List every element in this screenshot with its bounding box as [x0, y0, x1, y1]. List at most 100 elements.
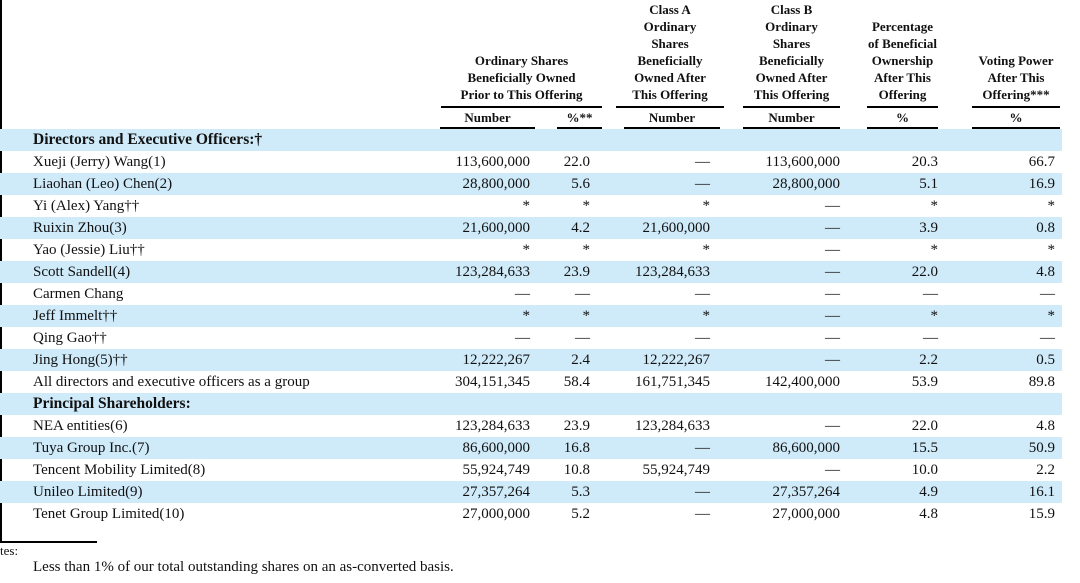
table-row: Yao (Jessie) Liu†† * * * — * *	[0, 239, 1062, 261]
table-row: Tuya Group Inc.(7) 86,600,000 16.8 — 86,600,…	[0, 437, 1062, 459]
subheader-pct-prior: %**	[557, 108, 602, 129]
cell-value: 5.1	[919, 176, 938, 192]
cell-value	[724, 129, 846, 151]
cell-value: 113,600,000	[765, 154, 840, 170]
cell-value	[540, 129, 602, 151]
cell-value: 21,600,000	[462, 220, 531, 236]
cell-value: —	[575, 286, 590, 302]
cell-value: 28,800,000	[772, 176, 841, 192]
cell-value: 23.9	[563, 264, 590, 280]
header-group-row: Ordinary Shares Beneficially Owned Prior…	[0, 0, 1062, 108]
cell-value: 16.1	[1028, 484, 1055, 500]
table-row: Carmen Chang — — — — — —	[0, 283, 1062, 305]
cell-value: 22.0	[911, 418, 938, 434]
table-row: Xueji (Jerry) Wang(1) 113,600,000 22.0 — 113…	[0, 151, 1062, 173]
name-column-header	[0, 0, 430, 108]
cell-value: 123,284,633	[455, 418, 530, 434]
cell-value: 20.3	[911, 154, 938, 170]
cell-value: 27,000,000	[772, 506, 841, 522]
cell-value: —	[695, 330, 710, 346]
cell-value: —	[825, 198, 840, 214]
cell-value: —	[695, 506, 710, 522]
cell-value: 5.2	[571, 506, 590, 522]
cell-value: 4.8	[919, 506, 938, 522]
cell-value: *	[582, 198, 591, 214]
subheader-number-class-b: Number	[743, 108, 840, 129]
page-left-border	[0, 0, 2, 543]
cell-value	[948, 393, 1062, 415]
cell-value: 3.9	[919, 220, 938, 236]
table-row: Tenet Group Limited(10) 27,000,000 5.2 — 27,…	[0, 503, 1062, 525]
cell-value: 15.9	[1028, 506, 1055, 522]
table-row: NEA entities(6) 123,284,633 23.9 123,284,63…	[0, 415, 1062, 437]
table-row: Liaohan (Leo) Chen(2) 28,800,000 5.6 — 28,80…	[0, 173, 1062, 195]
table-row: Unileo Limited(9) 27,357,264 5.3 — 27,357,26…	[0, 481, 1062, 503]
cell-value: —	[825, 242, 840, 258]
cell-value: 161,751,345	[635, 374, 710, 390]
cell-value: 142,400,000	[765, 374, 840, 390]
row-label: Tuya Group Inc.(7)	[33, 440, 150, 456]
table-row: Tencent Mobility Limited(8) 55,924,749 10.…	[0, 459, 1062, 481]
cell-value: 4.8	[1036, 418, 1055, 434]
cell-value: *	[1047, 198, 1056, 214]
row-label: Jing Hong(5)††	[33, 352, 128, 368]
cell-value: *	[930, 198, 939, 214]
cell-value: 2.2	[919, 352, 938, 368]
cell-value: 28,800,000	[462, 176, 531, 192]
col-title-class-b: Class B Ordinary Shares Beneficially Own…	[743, 1, 840, 108]
row-label: Jeff Immelt††	[33, 308, 118, 324]
cell-value: —	[1040, 330, 1055, 346]
cell-value	[948, 129, 1062, 151]
cell-value: 0.8	[1036, 220, 1055, 236]
row-label: NEA entities(6)	[33, 418, 128, 434]
cell-value: 2.4	[571, 352, 590, 368]
col-group-voting-power: Voting Power After This Offering***	[948, 0, 1062, 108]
cell-value: 4.2	[571, 220, 590, 236]
cell-value: —	[695, 286, 710, 302]
cell-value: 55,924,749	[462, 462, 531, 478]
row-label: Liaohan (Leo) Chen(2)	[33, 176, 173, 192]
col-group-pct-ownership: Percentage of Beneficial Ownership After…	[846, 0, 948, 108]
cell-value: 22.0	[563, 154, 590, 170]
row-label: Ruixin Zhou(3)	[33, 220, 127, 236]
notes-label-partial: tes:	[0, 543, 19, 558]
cell-value: *	[702, 198, 711, 214]
cell-value: 27,357,264	[462, 484, 531, 500]
row-label: Directors and Executive Officers:†	[33, 131, 263, 148]
cell-value: —	[825, 220, 840, 236]
col-group-class-a: Class A Ordinary Shares Beneficially Own…	[602, 0, 724, 108]
cell-value	[602, 393, 724, 415]
col-title-voting-power: Voting Power After This Offering***	[972, 52, 1060, 108]
cell-value: —	[825, 462, 840, 478]
cell-value: —	[825, 308, 840, 324]
col-title-class-a: Class A Ordinary Shares Beneficially Own…	[616, 1, 724, 108]
cell-value: 58.4	[563, 374, 590, 390]
cell-value: *	[1047, 242, 1056, 258]
cell-value: 10.8	[563, 462, 590, 478]
cell-value: 5.3	[571, 484, 590, 500]
cell-value: —	[515, 330, 530, 346]
row-label: Carmen Chang	[33, 286, 124, 302]
cell-value: 2.2	[1036, 462, 1055, 478]
table-row: Yi (Alex) Yang†† * * * — * *	[0, 195, 1062, 217]
cell-value: 113,600,000	[455, 154, 530, 170]
row-label: All directors and executive officers as …	[33, 374, 310, 390]
cell-value	[540, 393, 602, 415]
row-label: Qing Gao††	[33, 330, 107, 346]
cell-value: —	[825, 330, 840, 346]
table-header: Ordinary Shares Beneficially Owned Prior…	[0, 0, 1062, 129]
cell-value: 10.0	[911, 462, 938, 478]
row-label: Tencent Mobility Limited(8)	[33, 462, 206, 478]
cell-value: 304,151,345	[455, 374, 530, 390]
footnote-less-than-one-percent: Less than 1% of our total outstanding sh…	[33, 559, 454, 575]
cell-value: *	[522, 308, 531, 324]
section-row: Principal Shareholders:	[0, 393, 1062, 415]
row-label: Scott Sandell(4)	[33, 264, 131, 280]
table-row: Ruixin Zhou(3) 21,600,000 4.2 21,600,000 — 3.…	[0, 217, 1062, 239]
ownership-table-body: Directors and Executive Officers:† Xueji …	[0, 129, 1062, 525]
cell-value: 27,357,264	[772, 484, 841, 500]
cell-value: 66.7	[1028, 154, 1055, 170]
cell-value: —	[923, 286, 938, 302]
cell-value: 0.5	[1036, 352, 1055, 368]
